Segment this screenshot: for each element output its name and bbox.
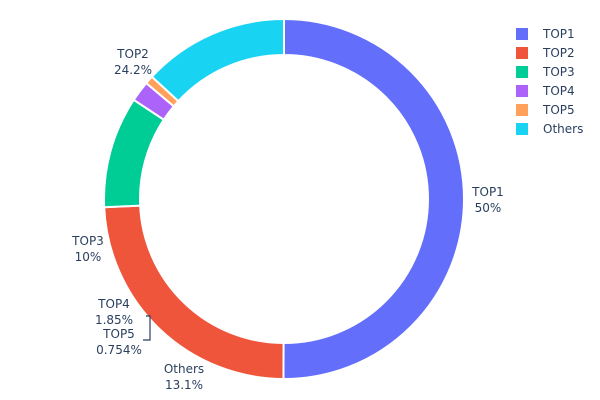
- top5-leader-line: [143, 315, 151, 341]
- slice-label-top4: TOP4: [97, 297, 130, 311]
- slice-label-others: Others: [164, 362, 204, 376]
- legend-item-top4[interactable]: TOP4: [542, 84, 575, 98]
- legend-swatch-others[interactable]: [516, 123, 528, 135]
- legend-swatch-top1[interactable]: [516, 28, 528, 40]
- legend-item-others[interactable]: Others: [543, 122, 583, 136]
- slice-label-top3: TOP3: [71, 234, 104, 248]
- legend-swatch-top3[interactable]: [516, 66, 528, 78]
- legend-swatch-top4[interactable]: [516, 85, 528, 97]
- slice-percent-top5: 0.754%: [96, 343, 142, 357]
- slice-label-top2: TOP2: [116, 47, 149, 61]
- legend-item-top3[interactable]: TOP3: [542, 65, 575, 79]
- slice-label-top5: TOP5: [102, 327, 135, 341]
- slice-percent-others: 13.1%: [165, 378, 203, 392]
- legend-swatch-top5[interactable]: [516, 104, 528, 116]
- slice-percent-top3: 10%: [75, 250, 102, 264]
- legend-item-top1[interactable]: TOP1: [542, 27, 575, 41]
- legend-swatch-top2[interactable]: [516, 47, 528, 59]
- slice-percent-top4: 1.85%: [95, 313, 133, 327]
- legend-item-top2[interactable]: TOP2: [542, 46, 575, 60]
- slice-percent-top1: 50%: [475, 201, 502, 215]
- slice-top1[interactable]: [282, 17, 465, 380]
- slice-others[interactable]: [150, 17, 285, 103]
- legend-item-top5[interactable]: TOP5: [542, 103, 575, 117]
- slice-top3[interactable]: [103, 98, 166, 209]
- slice-label-top1: TOP1: [471, 185, 504, 199]
- slice-percent-top2: 24.2%: [114, 63, 152, 77]
